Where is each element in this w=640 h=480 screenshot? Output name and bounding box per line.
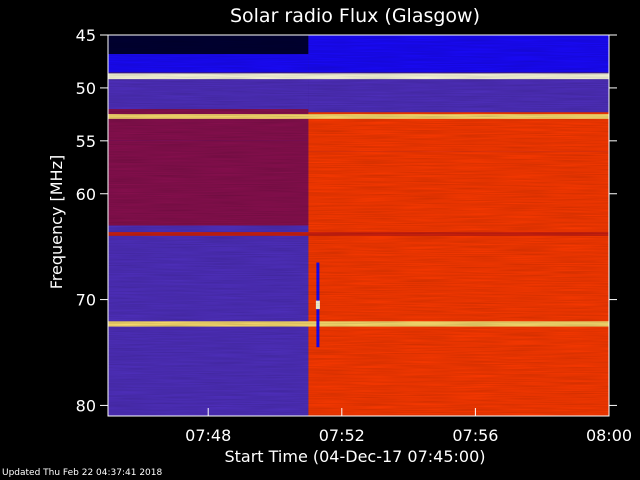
plot-frame <box>107 34 610 417</box>
y-axis: 45 50 55 60 70 80 <box>76 26 617 415</box>
noise-overlay <box>108 35 609 416</box>
x-tick-label: 07:56 <box>452 426 498 445</box>
x-axis-label: Start Time (04-Dec-17 07:45:00) <box>224 447 485 466</box>
x-tick-label: 07:48 <box>185 426 231 445</box>
x-axis: 07:48 07:52 07:56 08:00 <box>185 408 632 445</box>
y-tick-label: 80 <box>76 396 96 415</box>
x-tick-label: 07:52 <box>319 426 365 445</box>
y-tick-label: 60 <box>76 185 96 204</box>
y-tick-label: 45 <box>76 26 96 45</box>
y-tick-label: 55 <box>76 132 96 151</box>
y-axis-label: Frequency [MHz] <box>47 155 66 289</box>
y-tick-label: 70 <box>76 291 96 310</box>
y-tick-label: 50 <box>76 79 96 98</box>
updated-timestamp: Updated Thu Feb 22 04:37:41 2018 <box>2 468 163 478</box>
chart-title: Solar radio Flux (Glasgow) <box>230 5 480 27</box>
plot-area <box>108 35 609 416</box>
x-tick-label: 08:00 <box>586 426 632 445</box>
